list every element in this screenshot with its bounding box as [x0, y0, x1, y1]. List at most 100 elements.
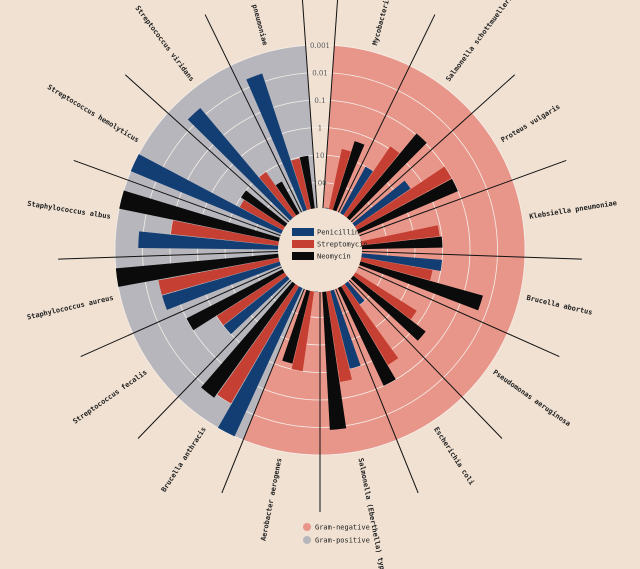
bar-streptomycin	[291, 158, 311, 211]
bar-penicillin	[187, 107, 293, 221]
bars	[115, 73, 483, 437]
sector-gram-negative	[243, 45, 525, 455]
bacteria-label: Aerobacter aerogenes	[260, 457, 284, 541]
spoke	[359, 159, 567, 237]
bar-penicillin	[340, 166, 373, 216]
gram-legend-label: Gram-negative	[315, 524, 370, 532]
bar-streptomycin	[328, 149, 351, 210]
bacteria-label: Streptococcus fecalis	[72, 368, 149, 425]
spoke	[204, 14, 303, 213]
spoke	[137, 279, 292, 439]
bar-neomycin	[240, 190, 288, 227]
bar-neomycin	[275, 181, 300, 216]
bacteria-label: Proteus vulgaris	[500, 103, 562, 145]
r-tick-label: 10	[316, 152, 325, 160]
bar-penicillin	[314, 291, 319, 292]
gram-legend-marker	[303, 523, 311, 531]
bar-streptomycin	[291, 290, 315, 372]
bar-neomycin	[299, 155, 315, 209]
legend-label-neomycin: Neomycin	[317, 253, 351, 261]
gram-legend-marker	[303, 536, 311, 544]
bacteria-label: Pseudomonas aeruginosa	[491, 368, 572, 428]
bar-penicillin	[355, 268, 358, 273]
spoke	[58, 250, 279, 260]
spoke	[221, 288, 305, 494]
spokes	[58, 0, 582, 512]
bar-neomycin	[356, 178, 458, 234]
bacteria-label: Escherichia coli	[432, 426, 475, 487]
bacteria-label: Streptococcus hemolyticus	[46, 83, 140, 144]
gram-legend: Gram-negative Gram-positive	[303, 523, 370, 545]
bar-neomycin	[361, 236, 443, 250]
spoke	[337, 14, 436, 213]
bar-streptomycin	[341, 284, 399, 365]
r-tick-label: 0.001	[310, 42, 330, 50]
bar-streptomycin	[326, 290, 352, 382]
bar-penicillin	[352, 180, 411, 227]
bar-streptomycin	[354, 166, 452, 230]
r-tick-label: 100	[313, 180, 326, 188]
bar-streptomycin	[158, 257, 280, 295]
bacteria-label: Salmonella (Eberthella) typhosa	[357, 457, 390, 569]
bacteria-label: Salmonella schottmuelleri	[444, 0, 514, 83]
bar-penicillin	[344, 281, 365, 305]
bar-streptomycin	[353, 272, 417, 320]
bacteria-label: Diplococcus pneumoniae	[237, 0, 269, 46]
bar-streptomycin	[361, 225, 440, 246]
bar-neomycin	[346, 133, 427, 221]
bacteria-label: Staphylococcus albus	[27, 200, 112, 221]
bar-neomycin	[322, 291, 347, 430]
bacteria-label: Brucella anthracis	[160, 426, 208, 494]
bar-neomycin	[337, 286, 396, 386]
bar-penicillin	[223, 275, 290, 335]
bar-neomycin	[332, 141, 365, 212]
bar-neomycin	[119, 190, 280, 242]
bar-penicillin	[361, 253, 443, 272]
bar-streptomycin	[217, 284, 299, 404]
bar-penicillin	[330, 289, 361, 369]
bar-neomycin	[350, 275, 426, 341]
bacteria-label: Brucella abortus	[526, 294, 594, 317]
bar-penicillin	[246, 73, 307, 212]
spoke	[124, 74, 290, 223]
legend-label-streptomycin: Streptomycin	[317, 241, 368, 249]
spoke	[322, 0, 339, 209]
bacteria-label: Staphylococcus aureus	[26, 294, 114, 322]
spoke	[73, 159, 281, 237]
bar-penicillin	[217, 286, 303, 437]
bar-neomycin	[359, 261, 483, 311]
inner-hole	[278, 208, 362, 292]
bar-neomycin	[282, 289, 311, 364]
drug-legend: Penicillin Streptomycin Neomycin	[292, 228, 368, 261]
bar-penicillin	[324, 207, 329, 209]
spoke	[348, 279, 503, 439]
r-tick-label: 0.1	[314, 97, 325, 105]
bar-streptomycin	[216, 272, 287, 326]
bacteria-label: Klebsiella pneumoniae	[529, 199, 618, 221]
bar-penicillin	[138, 231, 279, 250]
bar-neomycin	[186, 269, 285, 331]
bar-neomycin	[201, 281, 296, 398]
spoke	[335, 288, 419, 494]
bar-streptomycin	[170, 220, 279, 246]
legend-swatch-penicillin	[292, 228, 314, 236]
legend-label-penicillin: Penicillin	[317, 229, 359, 237]
bar-streptomycin	[259, 171, 297, 218]
r-tick-label: 0.01	[312, 70, 328, 78]
bacteria-label: Streptococcus viridans	[133, 4, 195, 83]
bar-streptomycin	[360, 257, 433, 281]
bar-penicillin	[162, 261, 281, 310]
bar-penicillin	[360, 237, 362, 242]
legend-swatch-streptomycin	[292, 240, 314, 248]
bar-streptomycin	[239, 199, 285, 231]
bar-penicillin	[130, 154, 283, 234]
spoke	[358, 266, 560, 358]
spoke	[301, 0, 318, 209]
bacteria-label: Mycobacterium tuberculosis	[371, 0, 407, 46]
bar-neomycin	[115, 253, 279, 287]
legend-swatch-neomycin	[292, 252, 314, 260]
spoke	[80, 266, 282, 358]
spoke	[361, 250, 582, 260]
r-ticks: 0.001 0.01 0.1 1 10 100	[310, 42, 330, 188]
